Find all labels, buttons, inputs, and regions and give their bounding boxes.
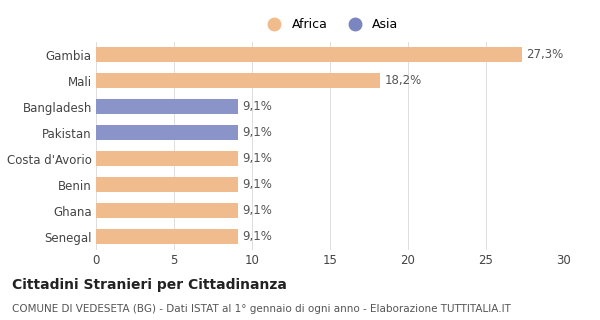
Legend: Africa, Asia: Africa, Asia <box>262 18 398 31</box>
Bar <box>96 204 238 218</box>
Text: 9,1%: 9,1% <box>242 178 272 191</box>
Bar <box>96 151 238 166</box>
Bar <box>96 74 380 88</box>
Text: 27,3%: 27,3% <box>527 48 564 61</box>
Bar <box>96 100 238 114</box>
Text: Cittadini Stranieri per Cittadinanza: Cittadini Stranieri per Cittadinanza <box>12 278 287 292</box>
Text: 9,1%: 9,1% <box>242 100 272 113</box>
Text: 9,1%: 9,1% <box>242 152 272 165</box>
Bar <box>96 229 238 244</box>
Text: 18,2%: 18,2% <box>385 74 422 87</box>
Text: 9,1%: 9,1% <box>242 230 272 243</box>
Bar <box>96 125 238 140</box>
Text: 9,1%: 9,1% <box>242 126 272 139</box>
Text: COMUNE DI VEDESETA (BG) - Dati ISTAT al 1° gennaio di ogni anno - Elaborazione T: COMUNE DI VEDESETA (BG) - Dati ISTAT al … <box>12 304 511 314</box>
Text: 9,1%: 9,1% <box>242 204 272 217</box>
Bar <box>96 178 238 192</box>
Bar <box>96 47 522 62</box>
